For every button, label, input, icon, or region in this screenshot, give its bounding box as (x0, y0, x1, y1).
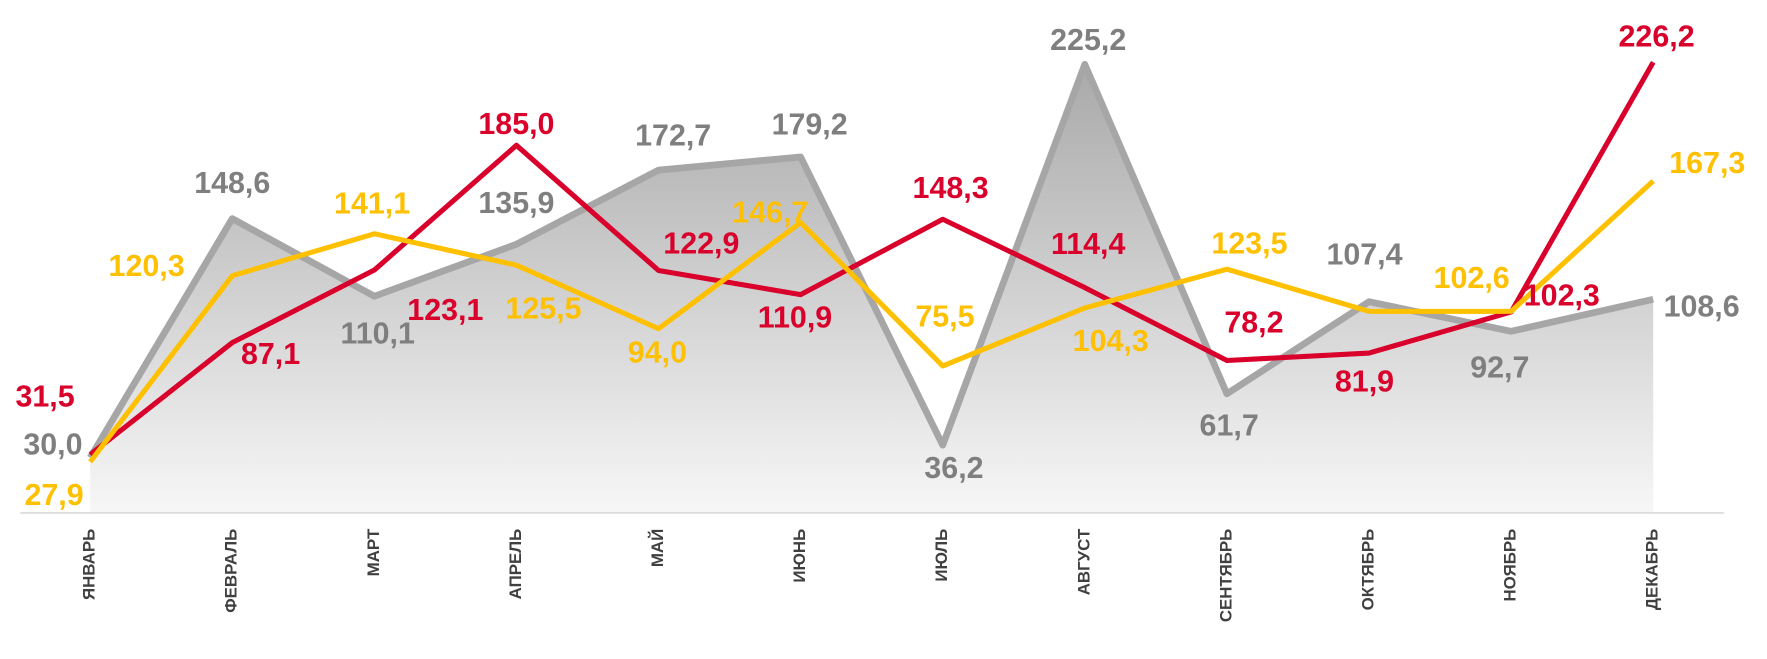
data-label: 92,7 (1470, 351, 1529, 385)
data-label: 123,5 (1211, 227, 1287, 261)
data-label: 110,9 (758, 300, 832, 334)
data-label: 27,9 (24, 478, 83, 512)
area (90, 64, 1654, 513)
x-tick-label: ИЮНЬ (790, 529, 809, 583)
x-tick-label: МАРТ (364, 528, 383, 576)
data-label: 123,1 (407, 293, 483, 327)
data-label: 102,3 (1524, 278, 1600, 312)
data-label: 81,9 (1335, 365, 1394, 399)
x-tick-label: ЯНВАРЬ (80, 529, 99, 600)
x-tick-label: МАЙ (648, 529, 667, 567)
x-tick-label: ДЕКАБРЬ (1643, 529, 1662, 610)
data-label: 87,1 (241, 337, 300, 371)
data-label: 226,2 (1619, 20, 1695, 54)
data-label: 125,5 (505, 291, 581, 325)
data-label: 179,2 (772, 108, 848, 142)
data-label: 110,1 (341, 317, 416, 351)
x-tick-label: АВГУСТ (1074, 528, 1093, 595)
x-tick-label: ОКТЯБРЬ (1358, 529, 1377, 611)
line (88, 61, 1656, 457)
data-label: 141,1 (334, 187, 410, 221)
data-label: 104,3 (1073, 324, 1149, 358)
x-tick-label: АПРЕЛЬ (506, 529, 525, 600)
line (88, 179, 1655, 464)
data-label: 107,4 (1326, 238, 1402, 272)
x-tick-label: ФЕВРАЛЬ (222, 529, 241, 613)
data-label: 61,7 (1200, 409, 1259, 443)
data-label: 102,6 (1434, 261, 1510, 295)
data-label: 114,4 (1051, 227, 1126, 261)
data-label: 146,7 (732, 196, 808, 230)
x-tick-label: НОЯБРЬ (1501, 529, 1520, 602)
data-label: 172,7 (635, 118, 711, 152)
data-label: 94,0 (628, 336, 687, 370)
data-label: 78,2 (1224, 305, 1283, 339)
data-label: 185,0 (478, 107, 554, 141)
data-label: 120,3 (109, 249, 185, 283)
x-tick-label: ИЮЛЬ (932, 529, 951, 582)
data-label: 148,3 (913, 171, 989, 205)
data-label: 135,9 (478, 186, 554, 220)
data-label: 167,3 (1669, 146, 1745, 180)
x-tick-label: СЕНТЯБРЬ (1216, 529, 1235, 622)
data-label: 31,5 (15, 379, 74, 413)
data-label: 108,6 (1664, 289, 1740, 323)
data-label: 30,0 (23, 427, 82, 461)
data-label: 75,5 (915, 300, 974, 334)
data-label: 148,6 (194, 166, 270, 200)
data-label: 36,2 (924, 451, 983, 485)
data-label: 225,2 (1050, 23, 1126, 57)
data-label: 122,9 (663, 227, 739, 261)
